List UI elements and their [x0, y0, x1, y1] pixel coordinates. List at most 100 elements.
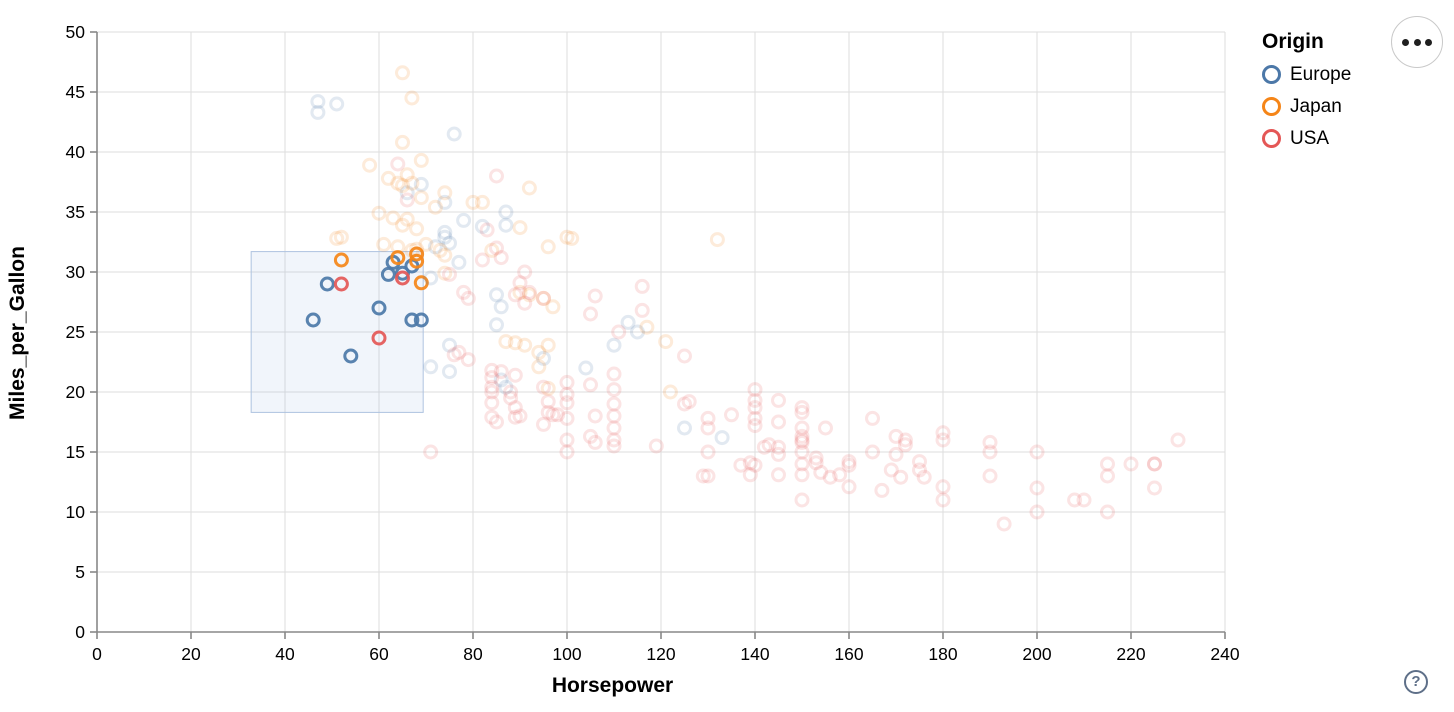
scatter-point	[493, 250, 509, 266]
scatter-point	[484, 379, 500, 395]
scatter-point	[474, 194, 490, 210]
scatter-point	[808, 450, 824, 466]
usa-circle-icon	[1262, 129, 1281, 148]
legend: Origin Europe Japan USA	[1262, 30, 1351, 159]
scatter-point	[489, 414, 504, 430]
scatter-point	[362, 157, 378, 173]
scatter-point	[912, 462, 927, 478]
x-tick-label: 60	[369, 644, 389, 664]
scatter-point	[648, 438, 664, 454]
scatter-point	[536, 379, 551, 395]
scatter-point	[893, 469, 909, 485]
scatter-point	[700, 444, 716, 460]
scatter-point	[437, 265, 453, 281]
scatter-point	[841, 457, 857, 473]
scatter-point	[446, 347, 462, 363]
scatter-point	[484, 242, 500, 258]
scatter-point	[677, 348, 692, 364]
scatter-point	[517, 337, 533, 353]
scatter-point	[540, 337, 556, 353]
scatter-point	[423, 359, 439, 375]
scatter-point	[634, 278, 650, 294]
scatter-point	[446, 126, 462, 142]
y-tick-label: 30	[66, 262, 86, 282]
scatter-point	[1029, 444, 1045, 460]
scatter-point	[897, 432, 913, 448]
scatter-point	[442, 266, 457, 282]
scatter-point	[695, 468, 711, 484]
scatter-point	[517, 295, 533, 311]
scatter-point	[465, 194, 481, 210]
scatter-point	[700, 420, 716, 436]
scatter-point	[583, 428, 598, 444]
scatter-point	[489, 287, 504, 303]
scatter-point	[427, 199, 443, 215]
scatter-point	[747, 418, 763, 434]
scatter-point	[606, 396, 622, 412]
scatter-point	[1067, 492, 1083, 508]
legend-item-europe: Europe	[1262, 63, 1351, 86]
scatter-point	[484, 370, 500, 386]
scatter-point	[550, 407, 566, 423]
scatter-point	[390, 175, 406, 191]
scatter-point	[545, 407, 561, 423]
x-tick-label: 40	[275, 644, 295, 664]
scatter-point	[794, 420, 810, 436]
scatter-point	[756, 439, 772, 455]
scatter-point	[484, 384, 500, 400]
scatter-point	[1147, 456, 1162, 472]
x-tick-label: 20	[181, 644, 201, 664]
scatter-point	[808, 455, 824, 471]
scatter-point	[700, 410, 716, 426]
scatter-point	[865, 410, 880, 426]
legend-label-japan: Japan	[1290, 95, 1342, 117]
scatter-point	[874, 482, 890, 498]
scatter-point	[451, 254, 467, 270]
scatter-point	[521, 180, 537, 196]
scatter-point	[935, 492, 951, 508]
data-points	[305, 65, 1186, 532]
scatter-point	[437, 194, 453, 210]
scatter-point	[606, 438, 622, 454]
scatter-point	[1100, 456, 1115, 472]
scatter-point	[376, 236, 392, 252]
scatter-point	[484, 395, 500, 411]
scatter-point	[503, 390, 519, 406]
scatter-point	[794, 456, 810, 472]
scatter-point	[634, 302, 650, 318]
europe-circle-icon	[1262, 65, 1281, 84]
y-tick-label: 15	[66, 442, 85, 462]
scatter-point	[404, 242, 420, 258]
scatter-point	[418, 236, 434, 252]
scatter-point	[747, 457, 763, 473]
scatter-point	[319, 276, 335, 292]
scatter-point	[794, 492, 810, 508]
scatter-point	[639, 319, 655, 335]
scatter-point	[432, 242, 448, 258]
scatter-point	[559, 386, 575, 402]
scatter-point	[390, 239, 406, 255]
scatter-point	[507, 367, 523, 383]
scatter-point	[371, 330, 387, 346]
scatter-point	[771, 414, 786, 430]
y-tick-label: 20	[66, 382, 86, 402]
actions-menu-button[interactable]	[1391, 16, 1443, 68]
scatter-point	[794, 444, 810, 460]
scatter-point	[385, 210, 401, 226]
scatter-point	[333, 229, 349, 245]
axes: 0 20 40 60 80 100 120 140 160 180 200 220 240 0 5 10 15 2…	[66, 22, 1240, 664]
x-tick-label: 80	[463, 644, 483, 664]
scatter-point	[606, 337, 622, 353]
scatter-point	[1147, 456, 1162, 472]
scatter-point	[310, 94, 326, 110]
scatter-point	[380, 266, 396, 282]
x-tick-label: 120	[646, 644, 675, 664]
help-button[interactable]: ?	[1404, 670, 1428, 694]
scatter-point	[742, 455, 758, 471]
scatter-point	[540, 239, 556, 255]
scatter-point	[413, 275, 429, 291]
scatter-point	[474, 218, 490, 234]
x-tick-label: 200	[1022, 644, 1051, 664]
scatter-point	[559, 410, 575, 426]
